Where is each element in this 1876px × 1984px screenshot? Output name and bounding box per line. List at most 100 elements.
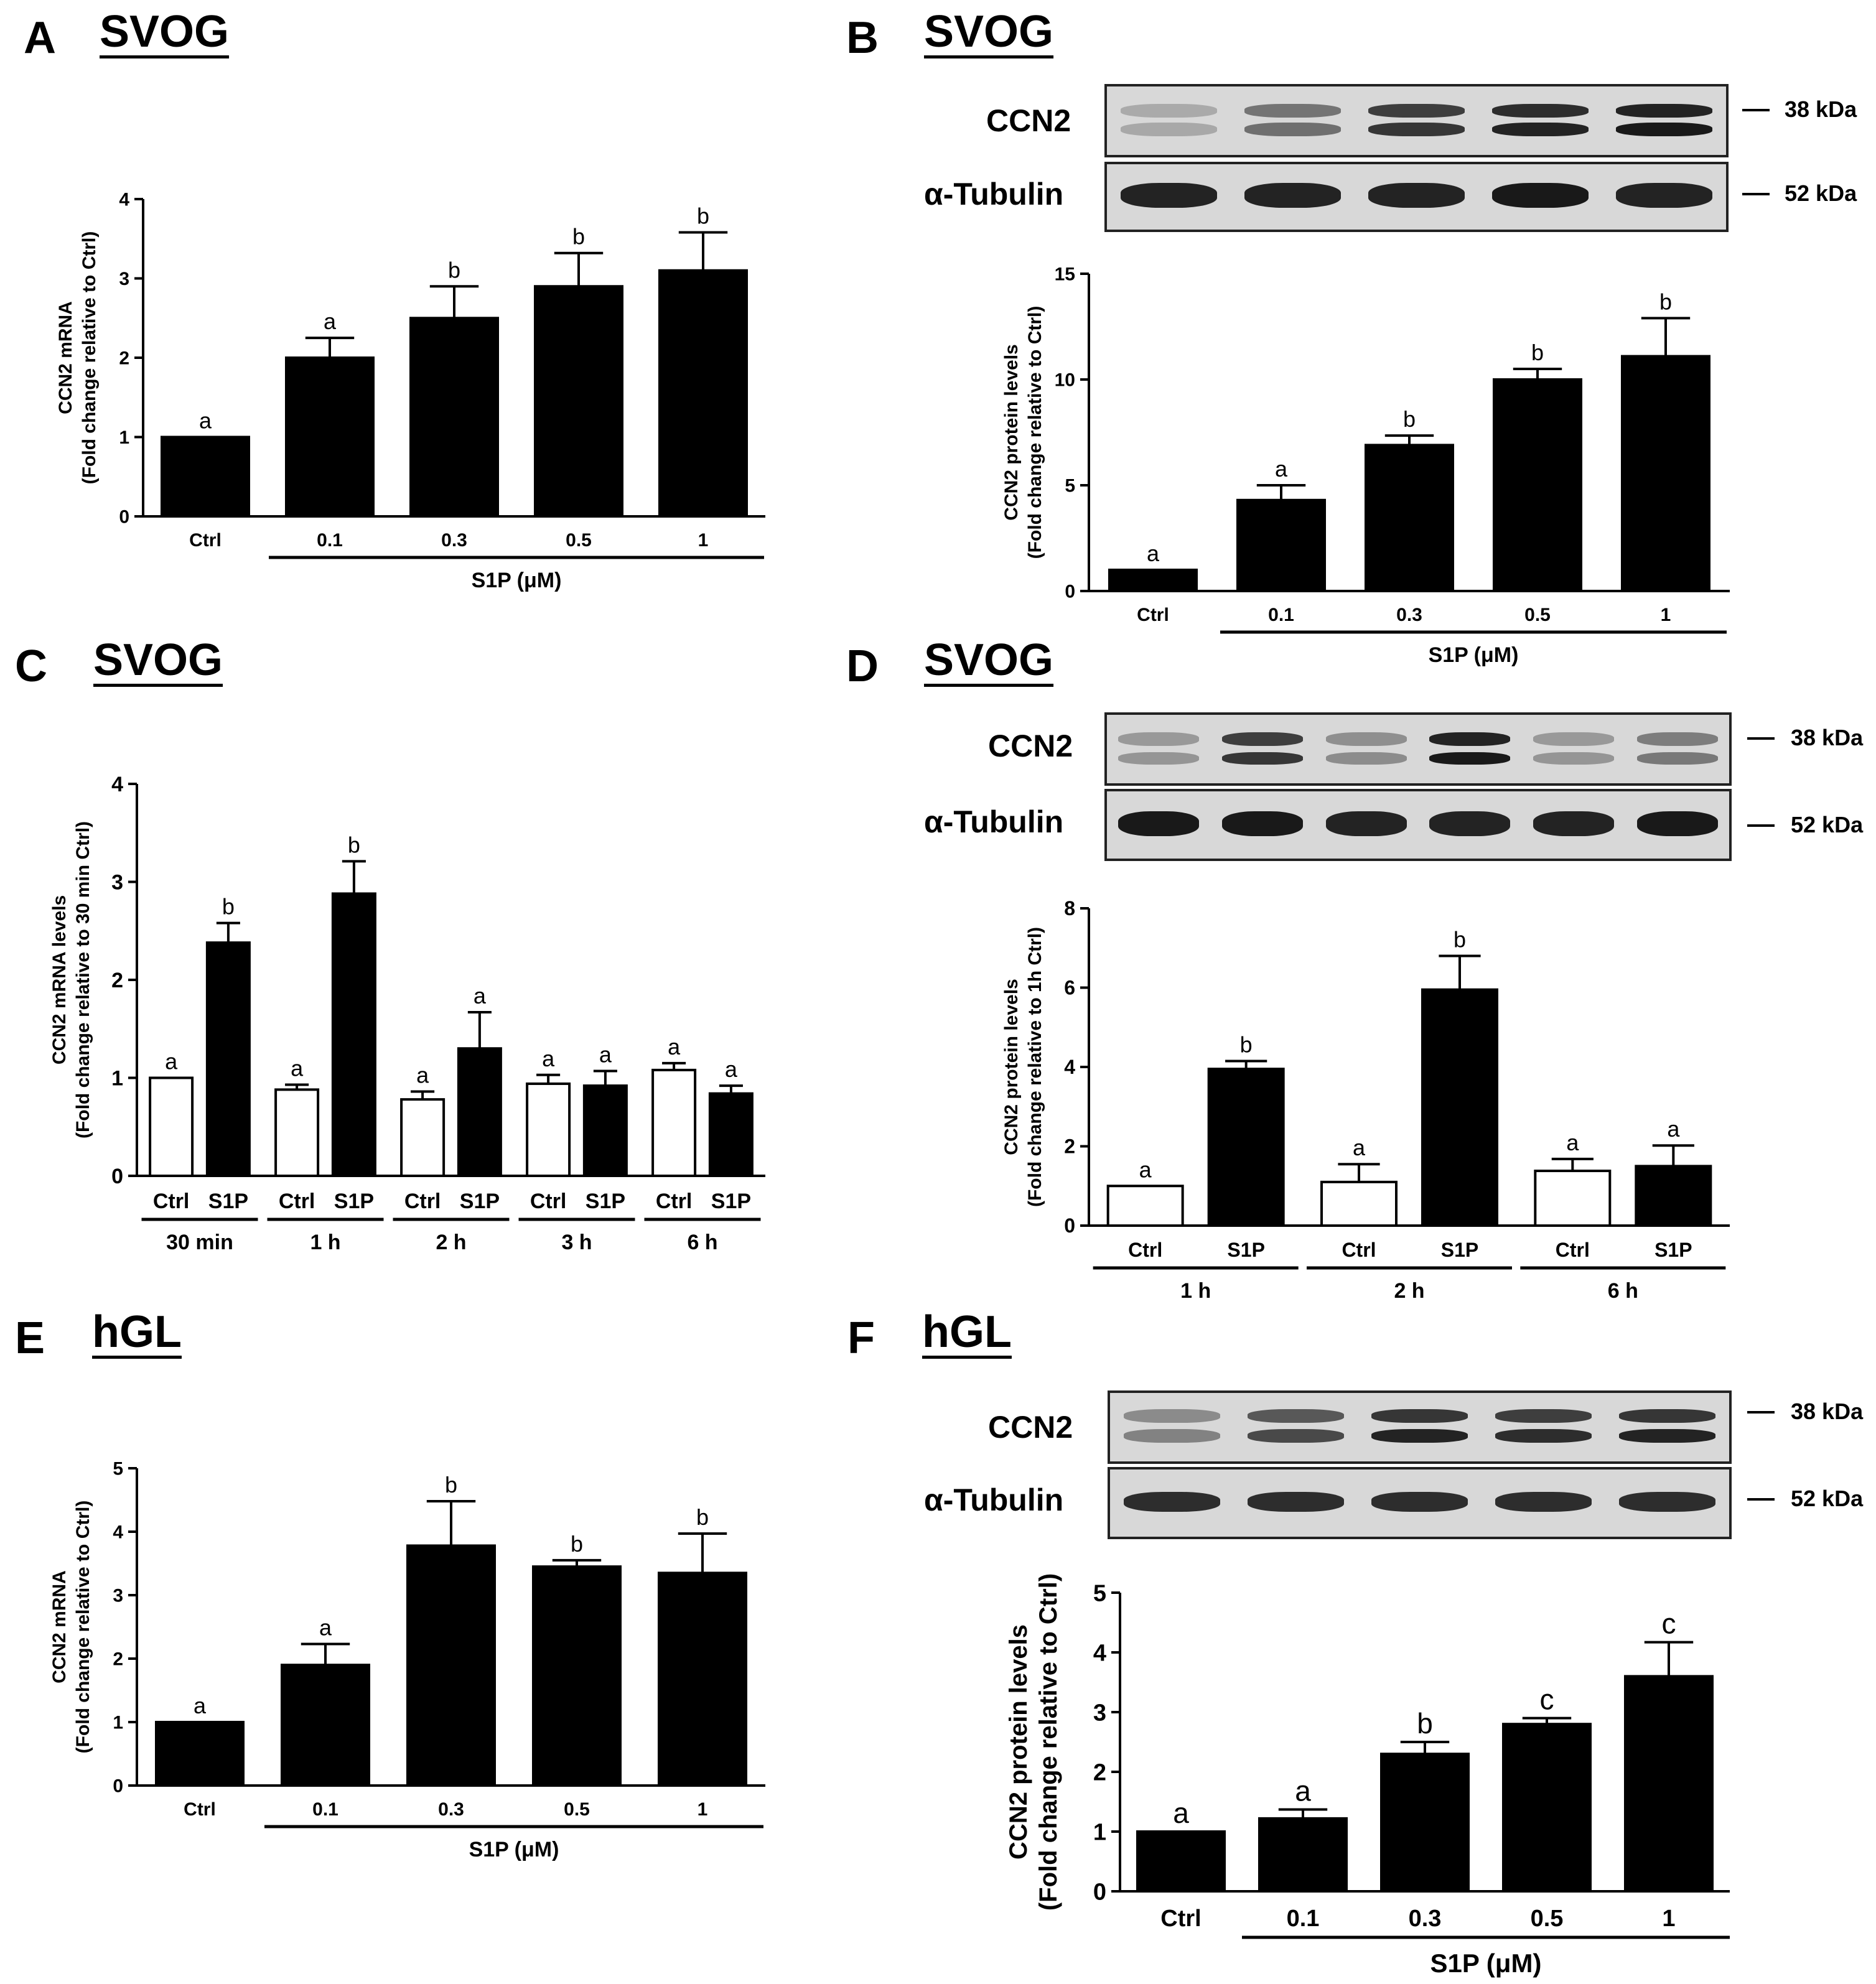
chart-c-bar: [457, 1047, 502, 1177]
chart-f-sig-letter: c: [1662, 1608, 1676, 1640]
chart-e-bar: [532, 1565, 622, 1787]
blot-band: [1618, 1409, 1716, 1423]
chart-f: 0 1 2 3 4 5 CCN2 protein levels (Fold change re…: [1005, 1573, 1730, 1978]
kda-b-38: 38 kDa: [1785, 96, 1857, 122]
chart-d-bar: [1635, 1165, 1712, 1227]
chart-d-sig-letter: a: [1566, 1130, 1579, 1155]
chart-c-ytick-label: 3: [111, 870, 123, 894]
panel-title-c: SVOG: [93, 635, 223, 685]
blot-band: [1222, 752, 1303, 765]
blot-band: [1123, 1409, 1221, 1423]
chart-a-sig-letter: b: [697, 203, 709, 229]
blot-band: [1429, 752, 1511, 765]
chart-e-bar: [658, 1572, 747, 1787]
chart-d-bar: [1421, 988, 1498, 1227]
chart-f-bar: [1380, 1753, 1470, 1893]
chart-b-sig-letter: a: [1275, 456, 1288, 482]
blot-band: [1371, 1492, 1468, 1512]
chart-e-sig-letter: b: [445, 1472, 457, 1497]
chart-b-bar: [1236, 498, 1326, 592]
blot-band: [1244, 183, 1342, 208]
blot-band: [1368, 123, 1465, 136]
blot-f-tubulin-label: α-Tubulin: [924, 1483, 1064, 1517]
chart-a-category-label: 0.1: [317, 530, 343, 551]
blot-band: [1325, 732, 1407, 746]
chart-a-category-label: 0.3: [441, 530, 467, 551]
blot-band: [1615, 104, 1713, 118]
chart-c-category-label: S1P: [711, 1190, 751, 1213]
chart-c-sig-letter: a: [291, 1056, 304, 1081]
chart-f-ylabel-line: (Fold change relative to Ctrl): [1035, 1573, 1062, 1911]
chart-b-category-label: 0.5: [1524, 605, 1551, 625]
kda-b-52-marker: [1742, 193, 1770, 195]
chart-f-bar: [1502, 1723, 1592, 1893]
chart-c-sig-letter: a: [599, 1041, 612, 1067]
chart-b-sig-letter: b: [1403, 406, 1416, 432]
blot-band: [1533, 752, 1614, 765]
blot-band: [1325, 811, 1407, 836]
kda-d-38-marker: [1747, 737, 1775, 740]
chart-a-category-label: 1: [698, 530, 709, 551]
chart-d-category-label: S1P: [1441, 1239, 1478, 1261]
blot-band: [1615, 183, 1713, 208]
chart-c-bar: [400, 1098, 446, 1178]
chart-b-ylabel-line: (Fold change relative to Ctrl): [1025, 306, 1045, 559]
chart-c-category-label: S1P: [460, 1190, 500, 1213]
chart-a-category-label: Ctrl: [189, 530, 222, 551]
blot-d-tubulin-label: α-Tubulin: [924, 804, 1064, 839]
blot-band: [1429, 811, 1511, 836]
chart-e-category-label: 0.5: [564, 1799, 590, 1820]
chart-e-category-label: Ctrl: [184, 1799, 216, 1820]
chart-c-bar: [205, 941, 251, 1177]
chart-f-ytick-label: 5: [1093, 1580, 1106, 1606]
chart-d-ylabel-line: (Fold change relative to 1h Ctrl): [1025, 927, 1045, 1207]
panel-letter-b: B: [846, 13, 879, 63]
chart-d-bar: [1320, 1180, 1398, 1227]
chart-c-sig-letter: b: [222, 894, 235, 920]
chart-b-sig-letter: b: [1659, 289, 1672, 314]
chart-e-category-label: 0.3: [438, 1799, 464, 1820]
chart-c-group-label: 6 h: [687, 1231, 717, 1254]
chart-d-bar: [1534, 1170, 1612, 1227]
kda-f-52-marker: [1747, 1498, 1775, 1501]
blot-d-tubulin-strip: [1104, 789, 1732, 861]
chart-d-category-label: Ctrl: [1128, 1239, 1162, 1261]
chart-a-ytick-label: 4: [119, 190, 129, 210]
blot-band: [1244, 104, 1342, 118]
chart-f-sig-letter: a: [1173, 1797, 1189, 1829]
chart-b-ytick-label: 15: [1055, 264, 1075, 285]
chart-c-ytick-label: 0: [111, 1165, 123, 1188]
kda-b-38-marker: [1742, 109, 1770, 111]
chart-c: 0 1 2 3 4 CCN2 mRNA levels (Fold change relati…: [49, 773, 765, 1254]
chart-b-bar: [1493, 378, 1582, 592]
chart-c-category-label: Ctrl: [404, 1190, 441, 1213]
chart-e-sig-letter: b: [696, 1504, 709, 1530]
chart-c-sig-letter: a: [165, 1049, 178, 1074]
panel-letter-f: F: [847, 1313, 875, 1363]
chart-d-sig-letter: b: [1240, 1032, 1253, 1057]
blot-band: [1491, 104, 1589, 118]
chart-c-bar: [708, 1092, 754, 1178]
chart-d-group-label: 1 h: [1180, 1279, 1211, 1303]
chart-d: 0 2 4 6 8 CCN2 protein levels (Fold change rel…: [1001, 897, 1730, 1303]
blot-band: [1429, 732, 1511, 746]
chart-f-group-label: S1P (μM): [1430, 1949, 1542, 1978]
chart-b-category-label: 0.1: [1268, 605, 1294, 625]
chart-c-sig-letter: a: [416, 1063, 429, 1088]
blot-band: [1533, 811, 1614, 836]
chart-b-ytick-label: 0: [1065, 582, 1075, 602]
blot-band: [1118, 752, 1200, 765]
chart-e-ylabel-line: (Fold change relative to Ctrl): [73, 1501, 93, 1754]
blot-band: [1222, 811, 1303, 836]
chart-e-sig-letter: a: [319, 1615, 332, 1641]
chart-e-bar: [155, 1721, 245, 1787]
panel-letter-e: E: [15, 1313, 45, 1363]
chart-b-bar: [1621, 355, 1710, 592]
blot-b-ccn2-label: CCN2: [986, 103, 1071, 138]
blot-band: [1371, 1429, 1468, 1443]
chart-b-category-label: 0.3: [1396, 605, 1422, 625]
panel-title-f: hGL: [922, 1307, 1012, 1357]
chart-a-ytick-label: 2: [119, 348, 129, 369]
chart-f-ytick-label: 2: [1093, 1759, 1106, 1786]
chart-c-sig-letter: a: [474, 983, 487, 1008]
